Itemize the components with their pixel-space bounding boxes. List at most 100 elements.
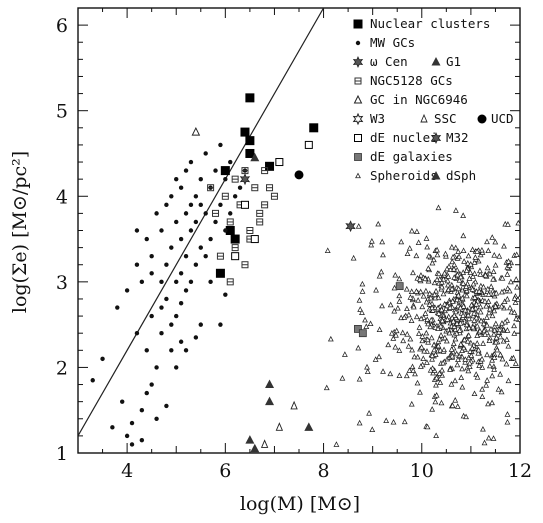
mw-gcs-point — [183, 348, 189, 353]
spheroid-point — [469, 246, 476, 253]
spheroid-point — [460, 212, 467, 218]
spheroid-point — [406, 245, 413, 251]
spheroid-point — [441, 346, 447, 353]
legend-mw-gcs: MW GCs — [355, 35, 415, 50]
spheroid-point — [359, 288, 366, 294]
x-axis-label: log(M) [M⊙] — [240, 493, 360, 515]
spheroid-point — [484, 238, 490, 245]
spheroid-point — [424, 243, 431, 250]
spheroid-point — [429, 406, 436, 412]
spheroid-point — [431, 291, 438, 297]
spheroid-point — [393, 332, 399, 338]
ssc-point — [260, 439, 269, 448]
spheroid-point — [461, 258, 468, 264]
ngc5128-gcs-point — [261, 201, 269, 209]
spheroid-point — [446, 329, 453, 336]
spheroid-point — [466, 324, 472, 331]
spheroid-point — [491, 366, 498, 372]
spheroid-point — [485, 434, 492, 441]
spheroid-point — [475, 346, 482, 353]
spheroid-point — [387, 370, 394, 377]
spheroid-point — [419, 303, 426, 310]
spheroid-point — [511, 295, 518, 301]
spheroid-point — [471, 317, 478, 323]
spheroid-point — [457, 341, 464, 347]
spheroid-point — [486, 305, 493, 312]
spheroid-point — [460, 303, 467, 309]
spheroid-point — [413, 252, 420, 259]
mw-gcs-point — [213, 219, 218, 225]
ngc5128-gcs-point — [216, 252, 224, 260]
spheroid-point — [492, 261, 499, 268]
dsph-point — [265, 396, 275, 406]
legend-label: GC in NGC6946 — [370, 92, 468, 107]
spheroid-point — [438, 332, 444, 338]
mw-gcs-point — [124, 288, 130, 293]
spheroid-point — [505, 342, 512, 349]
legend-marker — [354, 134, 362, 142]
mw-gcs-point — [218, 142, 223, 148]
legend-marker — [477, 114, 487, 124]
spheroid-point — [445, 281, 451, 288]
spheroid-point — [461, 336, 468, 343]
ngc5128-gcs-point — [246, 227, 254, 234]
spheroid-point — [474, 248, 481, 254]
spheroid-point — [408, 317, 415, 324]
mw-gcs-point — [149, 382, 154, 387]
spheroid-point — [477, 308, 484, 315]
spheroid-point — [464, 338, 471, 344]
spheroid-point — [430, 256, 437, 263]
legend-label: Spheroids — [370, 168, 438, 183]
spheroid-point — [421, 347, 428, 354]
spheroid-point — [435, 310, 442, 316]
g1-point — [250, 152, 260, 162]
spheroid-point — [460, 232, 467, 239]
mw-gcs-point — [198, 322, 203, 327]
dsph-point — [250, 443, 260, 453]
spheroid-point — [415, 239, 422, 245]
mw-gcs-point — [90, 378, 95, 383]
spheroid-point — [364, 368, 371, 374]
legend-label: NGC5128 GCs — [370, 73, 453, 88]
mw-gcs-point — [169, 194, 174, 199]
m32-point — [345, 220, 356, 233]
mw-gcs-point — [237, 185, 243, 190]
spheroid-point — [425, 320, 431, 327]
mw-gcs-point — [134, 228, 140, 233]
spheroid-point — [472, 304, 479, 311]
spheroid-point — [423, 235, 430, 241]
spheroid-point — [452, 244, 459, 251]
spheroid-point — [419, 333, 426, 339]
spheroid-point — [451, 323, 458, 329]
mw-gcs-point — [198, 202, 203, 208]
spheroid-point — [503, 360, 510, 367]
spheroid-point — [429, 259, 436, 266]
gc-in-ngc6946-point — [191, 126, 201, 136]
mw-gcs-point — [159, 279, 164, 285]
spheroid-point — [368, 241, 375, 248]
spheroid-point — [394, 304, 401, 311]
spheroid-point — [396, 292, 403, 299]
spheroid-point — [398, 238, 405, 245]
y-tick-label: 1 — [56, 443, 68, 465]
spheroid-point — [513, 315, 520, 322]
spheroid-point — [507, 304, 513, 311]
mw-gcs-point — [169, 245, 174, 250]
spheroid-point — [441, 269, 448, 276]
spheroid-point — [429, 304, 435, 311]
x-tick-label: 8 — [318, 460, 330, 482]
spheroid-point — [433, 381, 439, 388]
spheroid-point — [417, 288, 424, 295]
mw-gcs-point — [164, 296, 169, 302]
spheroid-point — [448, 243, 455, 250]
ngc5128-gcs-point — [221, 192, 229, 200]
spheroid-point — [470, 312, 477, 319]
spheroid-point — [355, 223, 362, 229]
spheroid-point — [388, 330, 395, 336]
spheroid-point — [427, 367, 434, 373]
spheroid-point — [420, 355, 427, 361]
spheroid-point — [396, 275, 403, 282]
spheroid-point — [432, 351, 439, 357]
mw-gcs-point — [188, 228, 194, 233]
spheroid-point — [511, 330, 518, 336]
